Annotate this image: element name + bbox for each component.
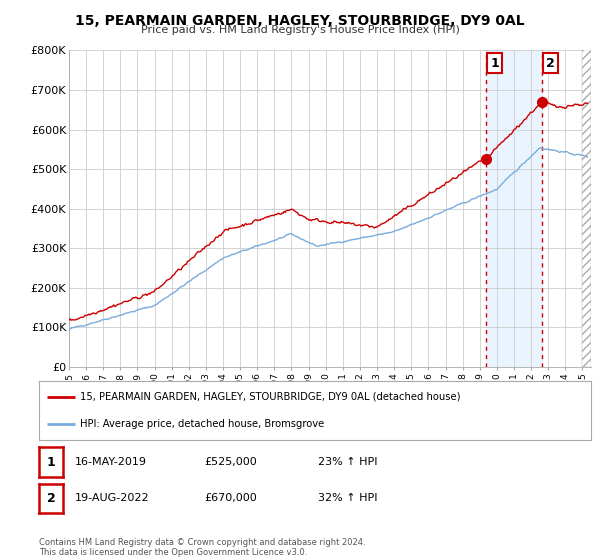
Text: Contains HM Land Registry data © Crown copyright and database right 2024.
This d: Contains HM Land Registry data © Crown c…	[39, 538, 365, 557]
Text: £525,000: £525,000	[204, 457, 257, 467]
Text: £670,000: £670,000	[204, 493, 257, 503]
Text: 1: 1	[490, 57, 499, 69]
Text: 23% ↑ HPI: 23% ↑ HPI	[318, 457, 377, 467]
Text: 2: 2	[546, 57, 555, 69]
Text: 15, PEARMAIN GARDEN, HAGLEY, STOURBRIDGE, DY9 0AL: 15, PEARMAIN GARDEN, HAGLEY, STOURBRIDGE…	[75, 14, 525, 28]
Text: 16-MAY-2019: 16-MAY-2019	[75, 457, 147, 467]
Text: Price paid vs. HM Land Registry's House Price Index (HPI): Price paid vs. HM Land Registry's House …	[140, 25, 460, 35]
Text: 19-AUG-2022: 19-AUG-2022	[75, 493, 149, 503]
Text: HPI: Average price, detached house, Bromsgrove: HPI: Average price, detached house, Brom…	[80, 419, 325, 429]
Text: 2: 2	[47, 492, 55, 505]
Text: 32% ↑ HPI: 32% ↑ HPI	[318, 493, 377, 503]
Bar	[486, 50, 542, 367]
Text: 15, PEARMAIN GARDEN, HAGLEY, STOURBRIDGE, DY9 0AL (detached house): 15, PEARMAIN GARDEN, HAGLEY, STOURBRIDGE…	[80, 391, 461, 402]
Text: 1: 1	[47, 455, 55, 469]
